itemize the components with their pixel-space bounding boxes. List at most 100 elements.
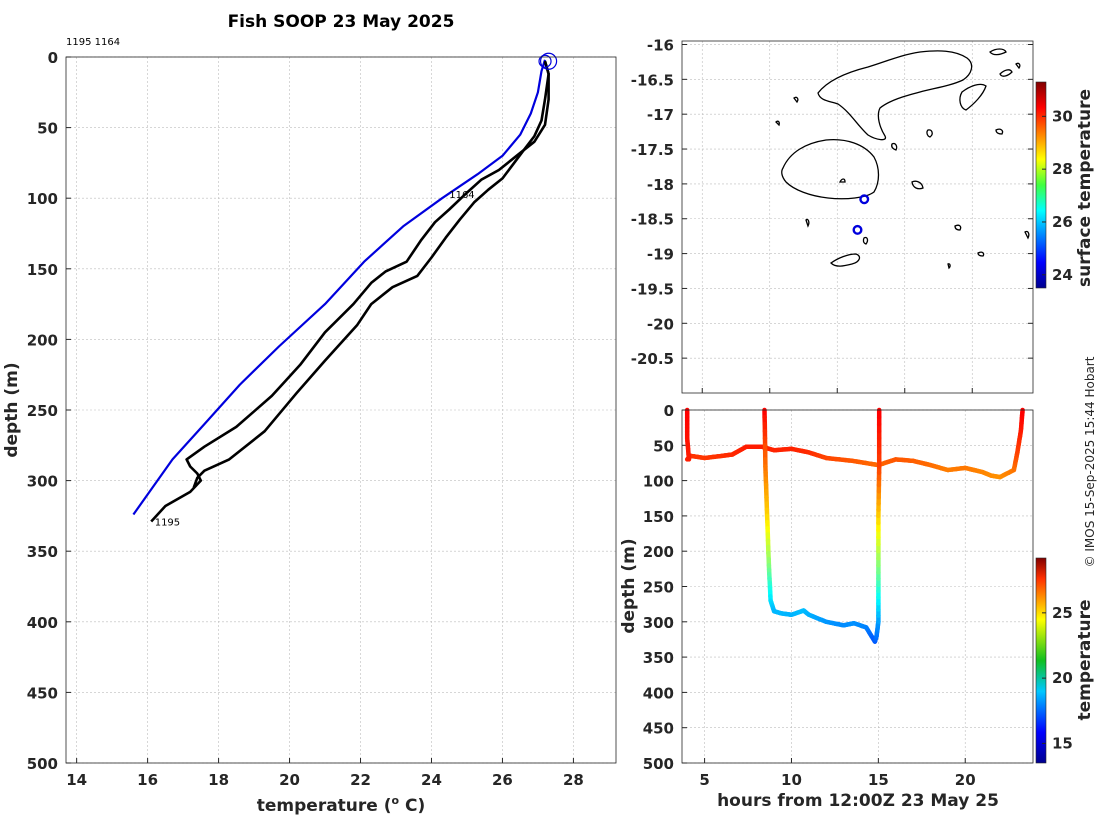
timeseries-ytick-label: 150 xyxy=(643,508,674,526)
profile-surface-marker xyxy=(539,52,558,70)
coastline-islet-h xyxy=(862,236,869,245)
profile-annotation: 1195 xyxy=(155,518,180,529)
coastline-islet-f xyxy=(954,224,962,231)
map-panel: -16 -16.5 -17 -17.5 -18 -18.5 -19 -19.5 -20 -20.5… xyxy=(631,36,1095,419)
profile-ytick-label: 0 xyxy=(48,49,58,67)
surface-colorbar-tick-label: 28 xyxy=(1052,160,1073,178)
profile-xtick-label: 20 xyxy=(279,771,300,789)
coastline-islet-i xyxy=(891,142,898,151)
profile-line-climatology xyxy=(132,59,547,516)
timeseries-xlabel: hours from 12:00Z 23 May 25 xyxy=(717,791,999,811)
profile-line-profile-1195 xyxy=(150,60,550,523)
surface-colorbar-tick-label: 26 xyxy=(1052,213,1073,231)
profile-panel: 14 16 18 20 22 24 26 28 0 50 100 150 200 250 300 350 400… xyxy=(2,49,617,816)
map-ytick-label: -20.5 xyxy=(631,350,674,368)
timeseries-ytick-label: 300 xyxy=(643,614,674,632)
profile-tick-labels: 14 16 18 20 22 24 26 28 0 50 100 150 200 250 300 350 400… xyxy=(27,49,584,789)
profile-ytick-label: 500 xyxy=(27,755,58,773)
coastline-islet-o xyxy=(947,263,951,270)
profile-ids-label: 1195 1164 xyxy=(66,37,120,48)
timeseries-ytick-label: 500 xyxy=(643,755,674,773)
profile-ytick-label: 300 xyxy=(27,473,58,491)
profile-series xyxy=(132,52,558,523)
timeseries-ylabel: depth (m) xyxy=(619,538,639,633)
timeseries-ytick-label: 400 xyxy=(643,684,674,702)
map-ytick-label: -20 xyxy=(647,315,674,333)
figure-title: Fish SOOP 23 May 2025 xyxy=(228,12,455,32)
temperature-colorbar xyxy=(1035,557,1047,764)
coastline-islet-g xyxy=(977,251,985,257)
profile-xtick-label: 22 xyxy=(350,771,371,789)
surface-colorbar-tick-label: 30 xyxy=(1052,107,1073,125)
timeseries-ytick-label: 350 xyxy=(643,649,674,667)
surface-temperature-colorbar-label: surface temperature xyxy=(1075,89,1095,287)
profile-xtick-label: 18 xyxy=(208,771,229,789)
profile-xtick-label: 24 xyxy=(421,771,442,789)
profile-xtick-label: 26 xyxy=(492,771,513,789)
profile-axes-frame xyxy=(65,56,617,764)
map-ytick-label: -18.5 xyxy=(631,211,674,229)
timeseries-ytick-label: 450 xyxy=(643,720,674,738)
profile-xtick-label: 28 xyxy=(563,771,584,789)
profile-annotation: 1164 xyxy=(449,190,474,201)
profile-ytick-label: 350 xyxy=(27,543,58,561)
profile-surface-marker xyxy=(538,54,552,68)
temperature-colorbar-label: temperature xyxy=(1075,599,1095,720)
timeseries-ytick-label: 250 xyxy=(643,579,674,597)
copyright-note: © IMOS 15-Sep-2025 15:44 Hobart xyxy=(1083,356,1097,567)
timeseries-xtick-label: 20 xyxy=(955,771,976,789)
map-ytick-label: -18 xyxy=(647,176,674,194)
map-gridlines xyxy=(682,41,1033,393)
coastline-islet-k xyxy=(793,96,799,104)
profile-line-profile-1164 xyxy=(192,60,550,489)
profile-xtick-label: 16 xyxy=(137,771,158,789)
temperature-colorbar-tick-label: 15 xyxy=(1052,734,1073,752)
surface-temperature-colorbar xyxy=(1035,81,1047,289)
profile-ytick-label: 450 xyxy=(27,684,58,702)
map-coastlines xyxy=(775,48,1030,270)
map-ytick-label: -16 xyxy=(647,36,674,54)
timeseries-tracks xyxy=(684,407,1025,644)
coastline-islet-d xyxy=(926,129,933,138)
map-station-marker xyxy=(859,194,870,205)
timeseries-xtick-label: 15 xyxy=(868,771,889,789)
coastline-islet-p xyxy=(1015,62,1021,70)
coastline-viti-levu xyxy=(781,138,880,200)
profile-ytick-label: 200 xyxy=(27,331,58,349)
profile-xlabel: temperature (o C) xyxy=(257,794,426,816)
timeseries-ytick-label: 0 xyxy=(664,402,674,420)
coastline-islet-n xyxy=(805,218,810,228)
map-ytick-label: -17.5 xyxy=(631,141,674,159)
map-xtick-mask xyxy=(678,404,1037,418)
map-ytick-label: -19 xyxy=(647,246,674,264)
profile-gridlines xyxy=(66,56,616,764)
profile-ylabel: depth (m) xyxy=(2,362,22,457)
map-station-marker xyxy=(852,224,863,235)
map-tick-labels: -16 -16.5 -17 -17.5 -18 -18.5 -19 -19.5 -20 -20.5… xyxy=(631,36,1037,419)
profile-ytick-label: 100 xyxy=(27,190,58,208)
coastline-islet-j xyxy=(775,120,780,127)
coastline-islet-l xyxy=(1024,230,1030,240)
coastline-islet-b xyxy=(989,48,1007,56)
timeseries-ytick-label: 200 xyxy=(643,543,674,561)
map-axes-frame xyxy=(681,40,1034,394)
profile-ytick-label: 150 xyxy=(27,261,58,279)
coastline-taveuni xyxy=(959,83,987,111)
temperature-colorbar-ticks: 15 20 25 xyxy=(1042,604,1073,752)
profile-ytick-label: 250 xyxy=(27,402,58,420)
coastline-vanua-levu xyxy=(817,50,973,141)
coastline-islet-a xyxy=(999,69,1013,77)
timeseries-ytick-label: 50 xyxy=(653,437,674,455)
coastline-islet-e xyxy=(838,178,846,183)
coastline-islet-m xyxy=(995,128,1004,135)
coastline-kadavu xyxy=(829,253,861,267)
profile-ytick-label: 50 xyxy=(37,120,58,138)
timeseries-ytick-label: 100 xyxy=(643,473,674,491)
timeseries-xtick-label: 5 xyxy=(699,771,709,789)
temperature-colorbar-tick-label: 20 xyxy=(1052,669,1073,687)
surface-colorbar-tick-label: 24 xyxy=(1052,266,1073,284)
map-points xyxy=(852,194,870,235)
